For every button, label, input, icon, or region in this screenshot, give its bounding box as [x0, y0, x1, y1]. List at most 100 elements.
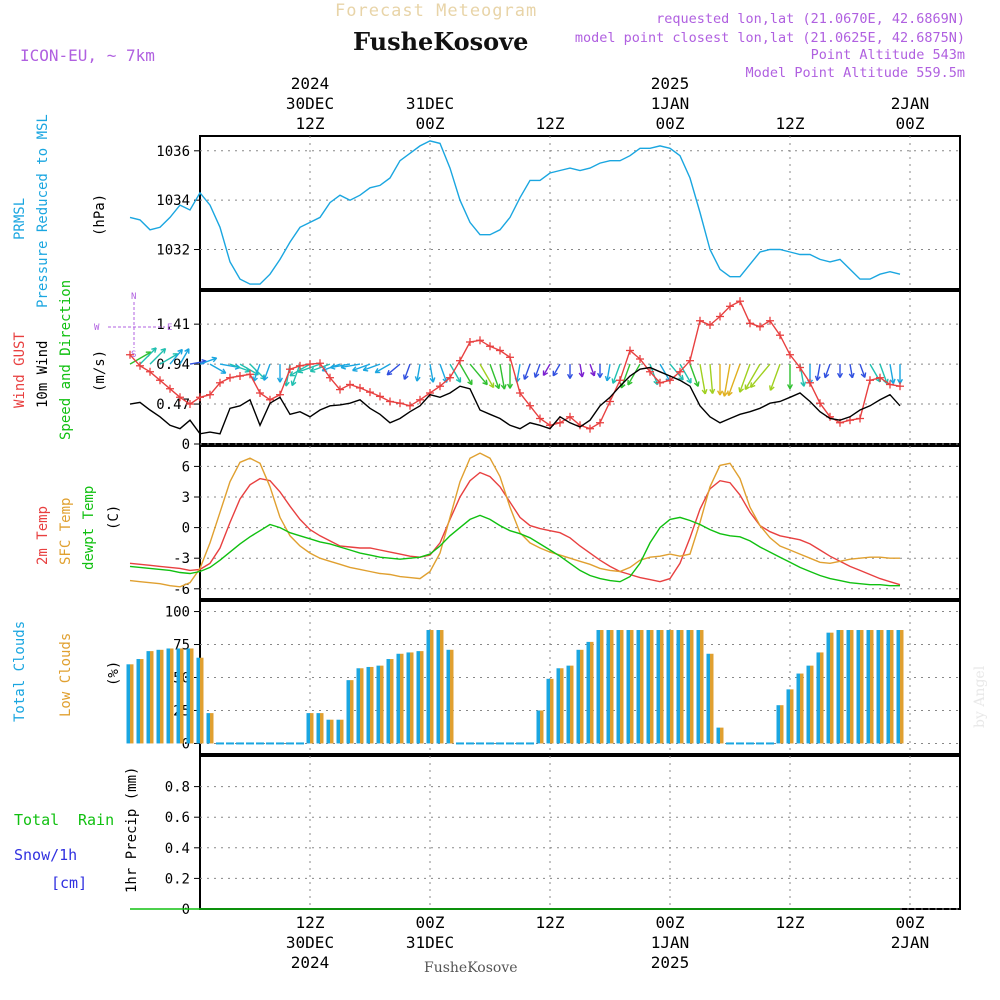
- wind-arrow: [199, 356, 218, 365]
- y-tick-label: -6: [173, 582, 190, 598]
- total-cloud-bar: [656, 630, 660, 744]
- model-name: ICON-EU, ~ 7km: [20, 46, 155, 65]
- low-cloud-bar: [810, 665, 814, 744]
- low-cloud-bar: [160, 649, 164, 744]
- gust-marker: [376, 392, 384, 401]
- gust-marker: [286, 365, 294, 374]
- wind-arrow: [727, 363, 741, 397]
- total-cloud-bar: [306, 713, 310, 744]
- gust-marker: [146, 367, 154, 376]
- closest-point: model point closest lon,lat (21.0625E, 4…: [575, 30, 965, 46]
- wind-arrow: [522, 363, 531, 380]
- gust-marker: [676, 367, 684, 376]
- low-cloud-bar: [790, 689, 794, 744]
- y-tick-label: 0: [182, 902, 190, 918]
- gust-marker: [536, 414, 544, 423]
- total-cloud-bar: [586, 641, 590, 744]
- time-tick-label: 00Z: [896, 913, 925, 932]
- location-title: FusheKosove: [353, 27, 528, 56]
- total-cloud-bar: [866, 630, 870, 744]
- gust-marker: [606, 397, 614, 406]
- gust-marker: [256, 389, 264, 397]
- low-cloud-bar: [310, 713, 314, 744]
- gust-marker: [526, 401, 534, 410]
- time-tick-label: 12Z: [776, 913, 805, 932]
- wind-arrow: [439, 363, 449, 383]
- low-cloud-bar: [660, 630, 664, 744]
- gust-marker: [486, 342, 494, 351]
- gust-marker: [716, 312, 724, 321]
- gust-marker: [656, 378, 664, 387]
- wind-arrow: [469, 363, 488, 386]
- time-tick-label: 12Z: [296, 114, 325, 133]
- wind-arrow: [459, 363, 473, 386]
- wind-gust-label: Wind GUST: [12, 332, 28, 408]
- gust-marker: [556, 418, 564, 427]
- gust-marker: [436, 382, 444, 391]
- wind-arrow: [149, 347, 167, 365]
- gust-marker: [816, 399, 824, 408]
- gust-marker: [516, 389, 524, 397]
- wind-arrow: [699, 363, 708, 395]
- total-cloud-bar: [886, 630, 890, 744]
- compass-w: W: [94, 323, 100, 333]
- total-cloud-bar: [176, 648, 180, 744]
- low-cloud-bar: [360, 668, 364, 744]
- clouds-labels: Total Clouds Low Clouds (%): [12, 621, 122, 722]
- low-cloud-bar: [340, 719, 344, 744]
- low-cloud-bar: [700, 630, 704, 744]
- y-tick-label: 100: [165, 605, 190, 621]
- low-cloud-bar: [850, 630, 854, 744]
- gust-marker: [356, 383, 364, 392]
- wind-arrow: [309, 363, 331, 373]
- gust-marker: [246, 370, 254, 379]
- y-tick-label: 0.8: [165, 780, 190, 796]
- gust-marker: [586, 424, 594, 433]
- total-cloud-bar: [326, 719, 330, 744]
- time-tick-label: 2JAN: [891, 933, 930, 952]
- compass-e: E: [167, 323, 172, 333]
- gust-marker: [326, 373, 334, 382]
- gust-marker: [756, 322, 764, 331]
- gust-marker: [456, 356, 464, 365]
- total-cloud-bar: [646, 630, 650, 744]
- time-tick-label: 00Z: [416, 913, 445, 932]
- total-cloud-bar: [686, 630, 690, 744]
- gust-marker: [566, 412, 574, 421]
- wind-arrow: [362, 363, 381, 372]
- low-cloud-bar: [720, 727, 724, 744]
- rain-label: Rain: [78, 811, 114, 829]
- total-cloud-bar: [336, 719, 340, 744]
- total-cloud-bar: [636, 630, 640, 744]
- wind-arrow: [386, 363, 401, 376]
- wind-arrow: [627, 363, 641, 386]
- panel-frame: [199, 445, 961, 600]
- total-label: Total: [14, 811, 59, 829]
- gust-marker: [206, 390, 214, 399]
- total-cloud-bar: [376, 665, 380, 744]
- cm-label: [cm]: [51, 874, 87, 892]
- time-tick-label: 1JAN: [651, 933, 690, 952]
- time-tick-label: 2024: [291, 74, 330, 93]
- wind-arrow: [738, 363, 751, 393]
- wind-arrow: [552, 363, 561, 377]
- time-tick-label: 2JAN: [891, 94, 930, 113]
- low-cloud-bar: [780, 705, 784, 744]
- compass-n: N: [131, 292, 136, 302]
- wind-arrow: [689, 363, 700, 387]
- wind-arrow: [139, 347, 157, 365]
- gust-marker: [616, 376, 624, 385]
- wind-10m-label: 10m Wind: [35, 341, 51, 408]
- clouds-unit: (%): [106, 661, 122, 686]
- low-cloud-bar: [610, 630, 614, 744]
- wind-arrow: [290, 363, 301, 387]
- total-cloud-bar: [166, 648, 170, 744]
- credit: by Angel: [972, 665, 988, 728]
- total-cloud-bar: [186, 648, 190, 744]
- gust-marker: [136, 361, 144, 370]
- low-cloud-bar: [680, 630, 684, 744]
- gust-marker: [646, 367, 654, 376]
- panel-frame: [199, 135, 961, 290]
- wind-arrow: [596, 364, 604, 378]
